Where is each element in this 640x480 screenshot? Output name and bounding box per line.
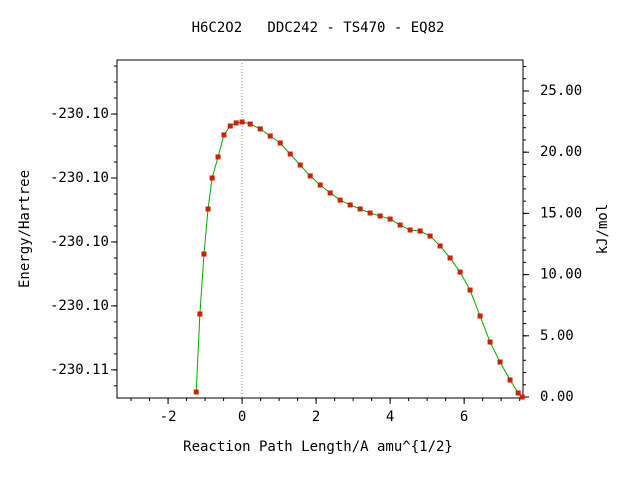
data-point [397, 222, 403, 228]
data-point [307, 173, 313, 179]
x-tick-label: 0 [238, 409, 246, 425]
data-point [287, 151, 293, 157]
y2-tick-label: 25.00 [540, 83, 582, 99]
data-point [205, 206, 211, 212]
data-point [477, 313, 483, 319]
data-point [201, 251, 207, 257]
data-point [387, 216, 393, 222]
y2-tick-label: 15.00 [540, 205, 582, 221]
y2-axis-label: kJ/mol [595, 204, 611, 255]
data-point [457, 269, 463, 275]
y-tick-label: -230.10 [50, 170, 109, 186]
y2-tick-label: 10.00 [540, 267, 582, 283]
data-point [467, 287, 473, 293]
data-point [437, 243, 443, 249]
x-tick-label: 2 [312, 409, 320, 425]
data-point [497, 359, 503, 365]
data-point [221, 132, 227, 138]
data-point [515, 390, 521, 396]
x-tick-label: 4 [386, 409, 394, 425]
x-tick-label: 6 [460, 409, 468, 425]
data-point [487, 339, 493, 345]
data-point [233, 120, 239, 126]
data-point [257, 126, 263, 132]
data-point [407, 227, 413, 233]
data-point [357, 206, 363, 212]
data-point [447, 255, 453, 261]
plot-frame [116, 59, 524, 399]
chart-title: H6C2O2 DDC242 - TS470 - EQ82 [192, 20, 445, 36]
data-point [247, 121, 253, 127]
y-tick-label: -230.10 [50, 234, 109, 250]
data-point [507, 377, 513, 383]
y2-tick-label: 0.00 [540, 389, 574, 405]
y-tick-label: -230.11 [50, 362, 109, 378]
x-tick-label: -2 [160, 409, 177, 425]
data-point [347, 202, 353, 208]
data-point [519, 394, 525, 400]
x-axis-label: Reaction Path Length/A amu^{1/2} [183, 439, 453, 455]
data-point [417, 228, 423, 234]
y-axis-label: Energy/Hartree [17, 170, 33, 288]
data-point [427, 233, 433, 239]
data-point [193, 389, 199, 395]
y-tick-label: -230.10 [50, 298, 109, 314]
data-point [277, 140, 283, 146]
data-point [367, 210, 373, 216]
data-point [267, 133, 273, 139]
y-tick-label: -230.10 [50, 106, 109, 122]
data-point [377, 213, 383, 219]
data-point [227, 123, 233, 129]
data-point [209, 175, 215, 181]
data-point [297, 162, 303, 168]
data-point [239, 119, 245, 125]
data-point [337, 197, 343, 203]
y2-tick-label: 5.00 [540, 328, 574, 344]
data-point [197, 311, 203, 317]
data-point [327, 190, 333, 196]
data-point [215, 154, 221, 160]
y2-tick-label: 20.00 [540, 144, 582, 160]
data-point [317, 182, 323, 188]
